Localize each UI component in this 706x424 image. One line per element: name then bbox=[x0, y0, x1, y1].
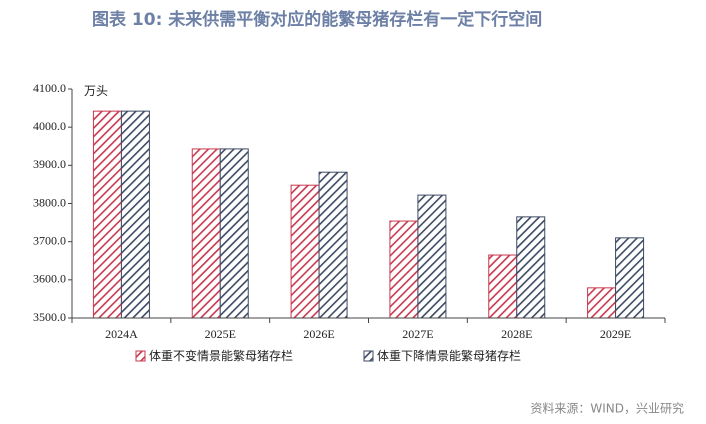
bar bbox=[219, 148, 249, 319]
bar bbox=[120, 110, 150, 319]
y-tick-label: 4100.0 bbox=[33, 81, 66, 95]
chart-title: 图表 10: 未来供需平衡对应的能繁母猪存栏有一定下行空间 bbox=[92, 9, 542, 30]
x-tick-label: 2026E bbox=[303, 327, 334, 341]
y-tick-label: 3800.0 bbox=[33, 195, 66, 209]
x-tick-label: 2028E bbox=[501, 327, 532, 341]
bar bbox=[290, 184, 320, 319]
x-tick-label: 2029E bbox=[600, 327, 631, 341]
bar bbox=[488, 254, 518, 319]
bar bbox=[92, 110, 122, 319]
y-tick-label: 4000.0 bbox=[33, 119, 66, 133]
bar bbox=[615, 237, 645, 319]
y-axis-label: 万头 bbox=[84, 84, 108, 98]
x-tick-label: 2025E bbox=[205, 327, 236, 341]
source: 资料来源：WIND，兴业研究 bbox=[530, 401, 684, 416]
bar bbox=[516, 216, 546, 319]
bar bbox=[318, 171, 348, 319]
bar bbox=[587, 287, 617, 319]
legend-label: 体重下降情景能繁母猪存栏 bbox=[377, 348, 521, 363]
y-tick-label: 3900.0 bbox=[33, 157, 66, 171]
x-tick-label: 2027E bbox=[402, 327, 433, 341]
bar bbox=[191, 148, 221, 319]
bar bbox=[417, 194, 447, 319]
legend-swatch bbox=[135, 350, 146, 362]
x-tick-label: 2024A bbox=[105, 327, 138, 341]
legend-label: 体重不变情景能繁母猪存栏 bbox=[149, 348, 293, 363]
bar bbox=[389, 220, 419, 319]
y-tick-label: 3700.0 bbox=[33, 233, 66, 247]
legend-swatch bbox=[363, 350, 374, 362]
y-tick-label: 3600.0 bbox=[33, 272, 66, 286]
y-tick-label: 3500.0 bbox=[33, 310, 66, 324]
